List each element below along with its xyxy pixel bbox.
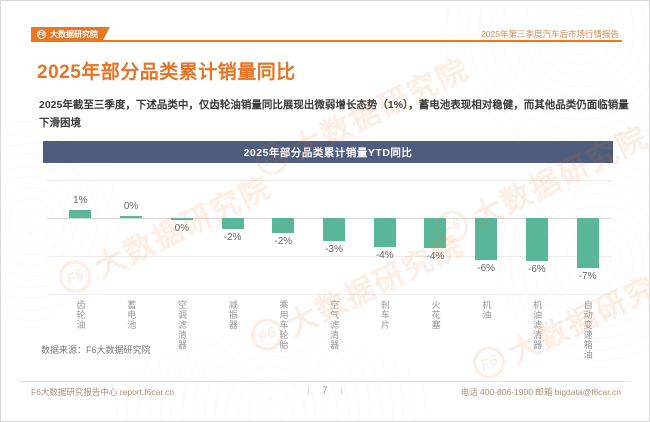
gridline [47,294,611,295]
page-number: | 7 | [307,385,343,395]
footer-divider [19,381,631,382]
bar-chart: 1% 齿轮油 0% 蓄电池 0% 空调滤清器 -2% 减振器 -2% 乘用车轮胎 -3% 空气滤清器 -… [43,163,613,360]
bar [373,218,396,247]
data-source: 数据来源：F6大数据研究院 [41,345,151,355]
value-label: -3% [325,243,343,255]
bar-column-1: 1% 齿轮油 [55,163,106,359]
bar [424,218,447,249]
bar [120,216,143,218]
value-label: -6% [477,262,496,274]
bar-column-2: 0% 蓄电池 [106,163,157,359]
header-divider [31,40,622,42]
category-label: 齿轮油 [75,300,86,330]
bar [272,218,295,234]
category-label: 减振器 [227,300,238,330]
category-label: 空调滤清器 [176,300,187,350]
chart-title: 2025年部分品类累计销量YTD同比 [43,141,613,163]
f6-logo: F6 大数据研究院 [31,27,110,42]
footer-site: F6大数据研究报告中心 report.f6car.cn [31,387,175,397]
bar-column-3: 0% 空调滤清器 [156,163,207,359]
category-label: 刹车片 [379,300,390,330]
category-label: 火花塞 [430,300,441,330]
value-label: -2% [223,232,242,244]
bar [69,210,92,218]
summary-text: 2025年截至三季度，下述品类中，仅齿轮油销量同比展现出微弱增长态势（1%），蓄… [39,99,629,130]
category-label: 机油滤清器 [532,300,543,350]
gridline [47,256,611,257]
value-label: 0% [174,223,190,235]
bar [221,218,244,230]
category-label: 蓄电池 [126,300,137,330]
footer-contact: 电话 400-806-1900 邮箱 bigdata@f6car.cn [460,387,621,397]
bar [170,218,193,221]
value-label: -4% [375,249,394,261]
bar-column-11: -7% 自动变速箱油 [562,163,613,360]
bar-column-7: -4% 刹车片 [359,163,410,359]
bar-column-4: -2% 减振器 [207,163,258,359]
report-title: 2025年第三季度汽车后市场行情报告 [481,29,619,39]
category-label: 空气滤清器 [329,300,340,350]
logo-label: 大数据研究院 [50,30,98,39]
value-label: -4% [426,251,445,263]
bar-column-6: -3% 空气滤清器 [309,163,360,359]
bar-column-5: -2% 乘用车轮胎 [258,163,309,359]
page-title: 2025年部分品类累计销量同比 [37,62,296,83]
value-label: -6% [527,264,546,276]
category-label: 自动变速箱油 [582,300,593,360]
bar-column-8: -4% 火花塞 [410,163,461,359]
chart-card: 2025年部分品类累计销量YTD同比 1% 齿轮油 0% 蓄电池 0% 空调滤清器 -2% 减… [41,141,613,373]
bar [576,218,599,269]
f6-logo-icon: F6 [38,31,45,38]
bar-column-9: -6% 机油 [461,163,512,359]
bar [322,218,345,241]
value-label: 0% [123,201,139,213]
value-label: -7% [578,271,597,283]
value-label: -2% [274,236,293,248]
value-label: 1% [73,195,88,207]
bar [525,218,548,262]
gridline [47,180,611,181]
category-label: 机油 [481,300,492,320]
bar-column-10: -6% 机油滤清器 [512,163,563,359]
bar [475,218,498,260]
category-label: 乘用车轮胎 [278,300,289,350]
